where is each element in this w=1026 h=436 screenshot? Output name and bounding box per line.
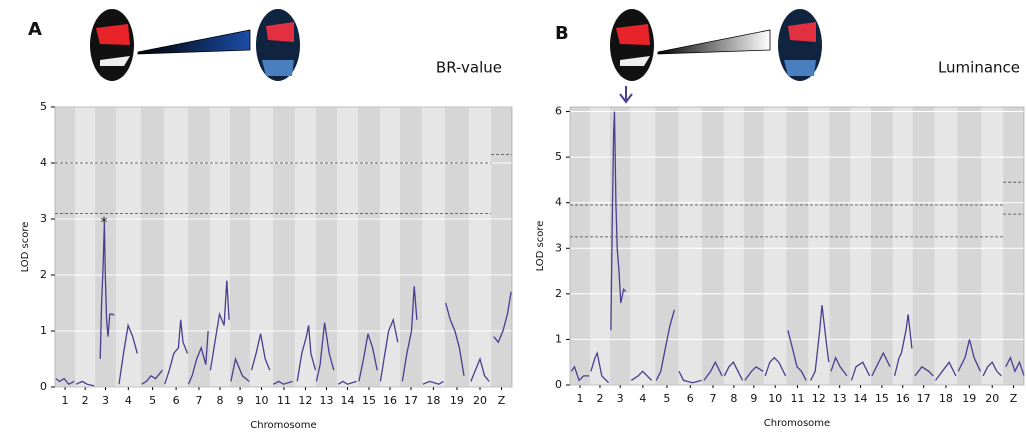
y-tick-label: 5 xyxy=(40,100,47,113)
y-tick-label: 6 xyxy=(555,105,562,118)
plot-frame xyxy=(54,106,513,388)
x-tick-label: 9 xyxy=(237,394,244,407)
x-tick-label: 8 xyxy=(730,392,737,405)
x-tick-label: 13 xyxy=(319,394,333,407)
butterfly-icons-a xyxy=(90,9,300,81)
y-tick-label: 2 xyxy=(555,287,562,300)
panel-label: A xyxy=(28,19,42,40)
plot-frame xyxy=(569,106,1025,386)
y-tick-label: 3 xyxy=(40,212,47,225)
y-tick-label: 4 xyxy=(40,156,47,169)
x-tick-label: 18 xyxy=(426,394,440,407)
chromosome-band xyxy=(315,107,337,387)
chromosome-band xyxy=(55,107,76,387)
chromosome-band xyxy=(95,107,116,387)
y-tick-label: 5 xyxy=(555,150,562,163)
x-tick-label: 4 xyxy=(639,392,646,405)
x-tick-label: 2 xyxy=(82,394,89,407)
x-tick-label: 1 xyxy=(576,392,583,405)
y-tick-label: 2 xyxy=(40,268,47,281)
x-tick-label: 13 xyxy=(833,392,847,405)
x-tick-label: Z xyxy=(498,394,506,407)
trait-label: Luminance xyxy=(938,59,1020,77)
x-tick-label: 7 xyxy=(710,392,717,405)
x-tick-label: 9 xyxy=(750,392,757,405)
x-tick-label: 5 xyxy=(663,392,670,405)
lod-line xyxy=(570,111,1025,384)
y-tick-label: 1 xyxy=(40,324,47,337)
x-tick-label: 18 xyxy=(939,392,953,405)
x-tick-label: 14 xyxy=(854,392,868,405)
x-tick-label: 3 xyxy=(102,394,109,407)
chromosome-band xyxy=(272,107,295,387)
chromosome-band xyxy=(1003,107,1024,385)
x-tick-label: 12 xyxy=(812,392,826,405)
x-tick-label: 8 xyxy=(216,394,223,407)
x-tick-label: 6 xyxy=(173,394,180,407)
x-tick-label: 19 xyxy=(962,392,976,405)
y-tick-label: 0 xyxy=(555,378,562,391)
x-axis-label: Chromosome xyxy=(764,418,830,429)
chromosome-band xyxy=(570,107,590,385)
chromosome-band xyxy=(400,107,422,387)
x-tick-label: 15 xyxy=(875,392,889,405)
x-tick-label: 1 xyxy=(62,394,69,407)
x-tick-label: 2 xyxy=(596,392,603,405)
x-tick-label: 16 xyxy=(383,394,397,407)
chromosome-band xyxy=(187,107,210,387)
x-tick-label: 12 xyxy=(298,394,312,407)
y-axis-label: LOD score xyxy=(20,222,31,273)
x-tick-label: 11 xyxy=(277,394,291,407)
x-tick-label: 17 xyxy=(404,394,418,407)
x-tick-label: 6 xyxy=(687,392,694,405)
x-tick-label: 3 xyxy=(617,392,624,405)
butterfly-icons-b xyxy=(610,9,822,104)
x-tick-label: 7 xyxy=(195,394,202,407)
y-axis-label: LOD score xyxy=(535,221,546,272)
chromosome-band xyxy=(871,107,893,385)
lod-line xyxy=(55,221,512,387)
x-tick-label: 11 xyxy=(790,392,804,405)
panel-label: B xyxy=(555,23,569,44)
x-tick-label: 10 xyxy=(768,392,782,405)
x-tick-label: 19 xyxy=(450,394,464,407)
x-tick-label: 4 xyxy=(125,394,132,407)
y-tick-label: 1 xyxy=(555,332,562,345)
x-tick-label: 14 xyxy=(340,394,354,407)
chromosome-band xyxy=(230,107,251,387)
x-tick-label: 15 xyxy=(362,394,376,407)
x-axis-label: Chromosome xyxy=(250,420,316,431)
x-tick-label: 17 xyxy=(917,392,931,405)
chromosome-band xyxy=(786,107,809,385)
annotation: * xyxy=(101,215,108,231)
x-tick-label: 5 xyxy=(149,394,156,407)
chromosome-band xyxy=(912,107,935,385)
y-tick-label: 0 xyxy=(40,380,47,393)
x-tick-label: 20 xyxy=(985,392,999,405)
chromosome-band xyxy=(829,107,851,385)
chromosome-band xyxy=(490,107,512,387)
chromosome-band xyxy=(140,107,165,387)
x-tick-label: Z xyxy=(1010,392,1018,405)
y-tick-label: 3 xyxy=(555,241,562,254)
trait-label: BR-value xyxy=(436,59,502,77)
chromosome-band xyxy=(957,107,982,385)
y-tick-label: 4 xyxy=(555,196,562,209)
chromosome-band xyxy=(444,107,470,387)
x-tick-label: 20 xyxy=(473,394,487,407)
x-tick-label: 16 xyxy=(896,392,910,405)
chromosome-band xyxy=(702,107,724,385)
chromosome-band xyxy=(357,107,380,387)
x-tick-label: 10 xyxy=(255,394,269,407)
chromosome-band xyxy=(743,107,764,385)
